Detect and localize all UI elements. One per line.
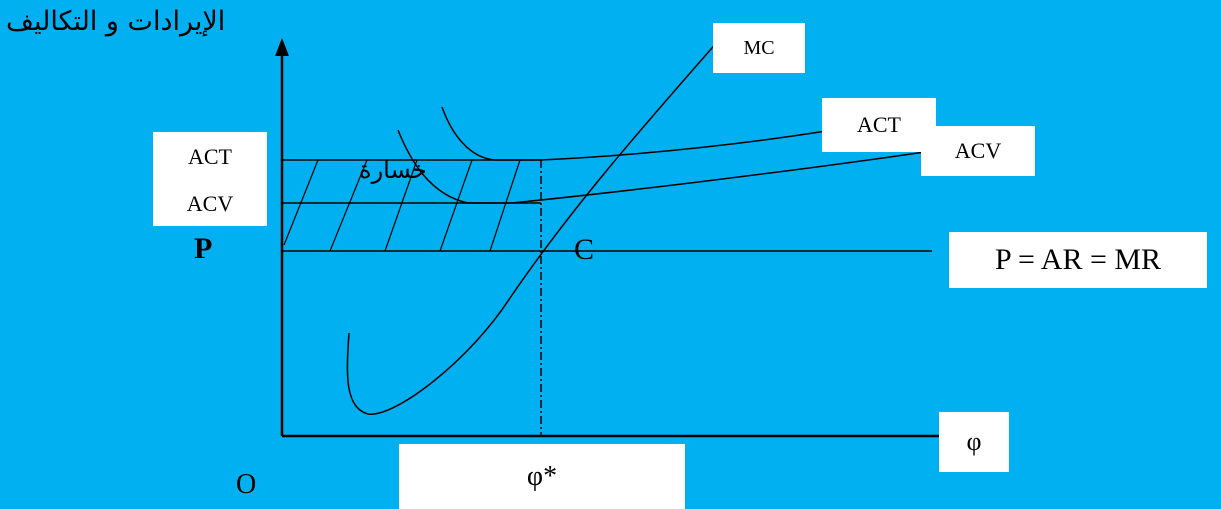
acv-curve-label: ACV <box>921 126 1035 176</box>
x-axis-label: φ <box>939 412 1009 472</box>
mc-label: MC <box>713 23 805 73</box>
act-curve <box>441 106 856 161</box>
price-line-label: P = AR = MR <box>949 232 1207 288</box>
acv-curve <box>397 129 926 204</box>
loss-area-hatching <box>283 159 521 252</box>
y-axis-arrowhead <box>275 38 289 56</box>
price-label: P <box>194 232 213 265</box>
origin-label: O <box>236 469 257 500</box>
point-c-label: C <box>574 233 595 266</box>
y-axis-label: الإيرادات و التكاليف <box>6 6 226 37</box>
act-left-label: ACT <box>153 132 267 182</box>
mc-curve <box>346 47 713 415</box>
q-star-label: φ* <box>399 444 685 509</box>
acv-left-label: ACV <box>153 182 267 226</box>
loss-label: خسارة <box>359 156 427 184</box>
act-curve-label: ACT <box>822 98 936 152</box>
